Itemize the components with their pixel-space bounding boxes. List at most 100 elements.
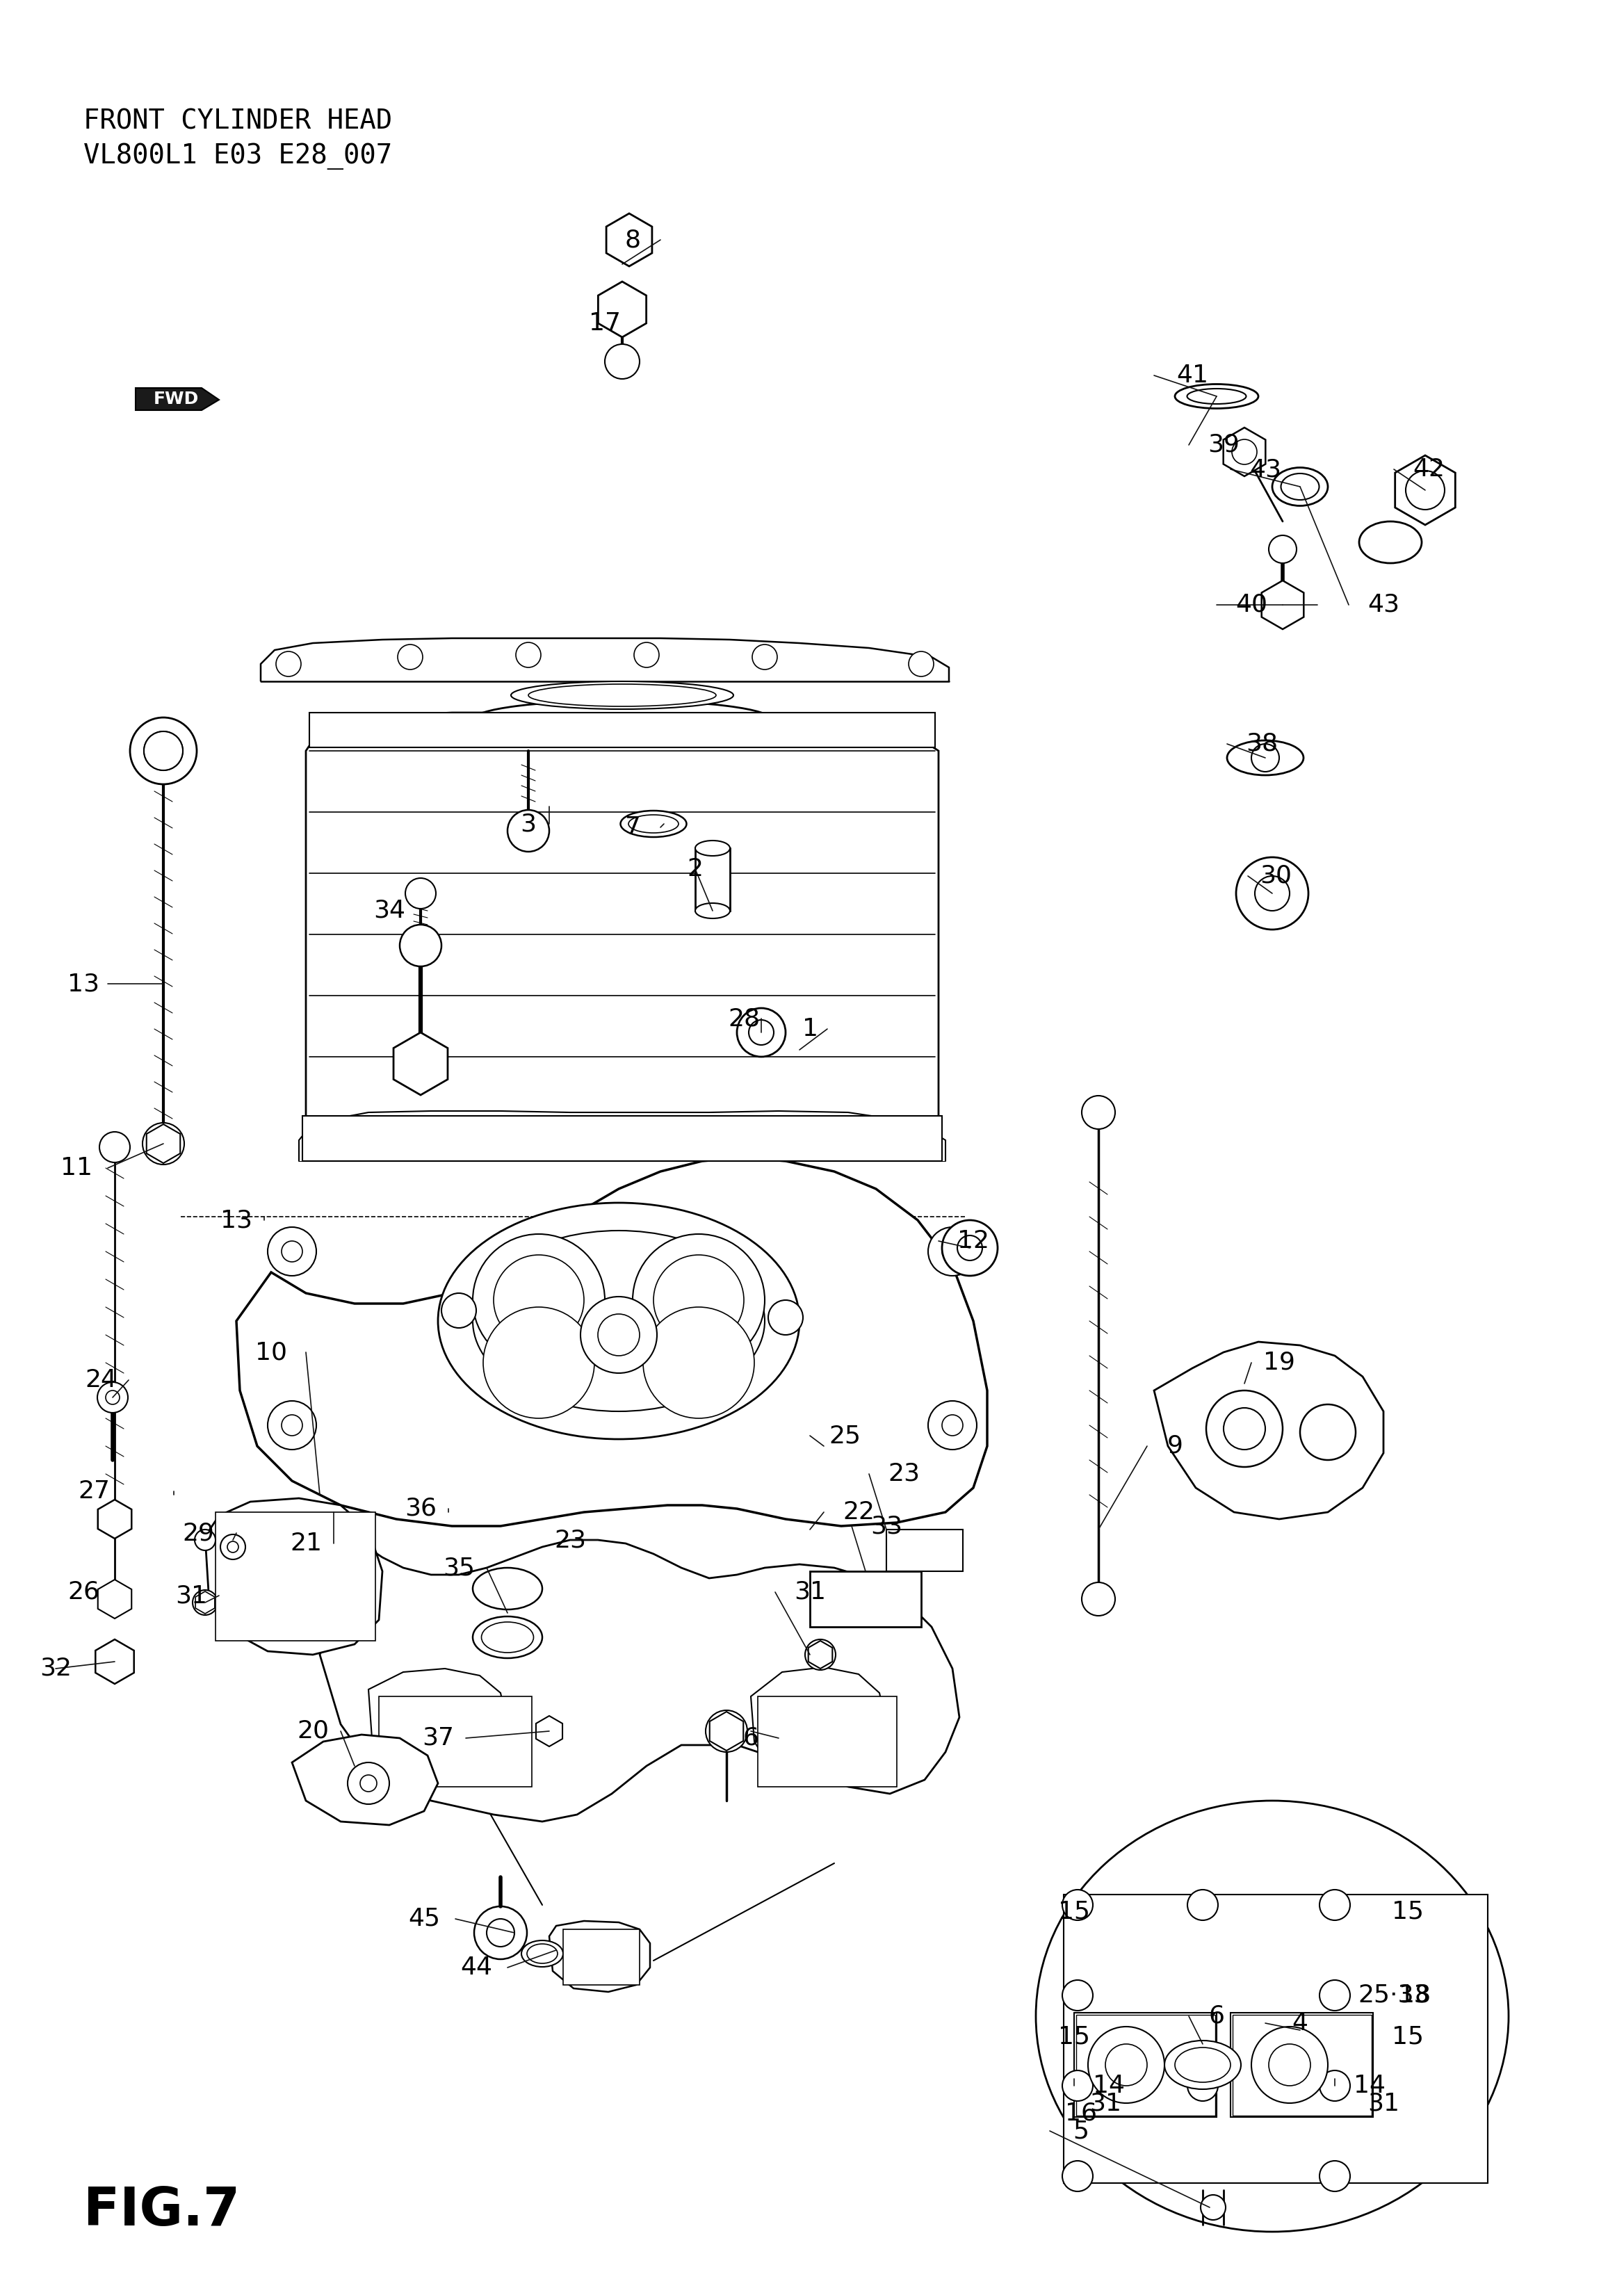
Polygon shape: [549, 1921, 650, 1992]
Circle shape: [143, 1122, 184, 1164]
Circle shape: [406, 879, 435, 909]
Circle shape: [494, 1255, 585, 1345]
Text: 17: 17: [590, 312, 620, 335]
Circle shape: [1319, 2070, 1350, 2100]
Text: 6: 6: [742, 1726, 758, 1749]
Circle shape: [909, 652, 934, 677]
Text: 33: 33: [870, 1515, 903, 1538]
Circle shape: [195, 1528, 216, 1551]
Circle shape: [516, 643, 541, 668]
Text: 24: 24: [84, 1368, 117, 1391]
Polygon shape: [598, 282, 646, 337]
Ellipse shape: [1174, 2047, 1231, 2082]
Polygon shape: [393, 1033, 448, 1095]
Bar: [216, 1512, 375, 1641]
Circle shape: [400, 925, 442, 966]
Text: 41: 41: [1176, 363, 1208, 388]
Text: 31: 31: [1367, 2091, 1400, 2116]
Circle shape: [1301, 1405, 1356, 1460]
Ellipse shape: [1164, 2040, 1241, 2088]
Polygon shape: [710, 1712, 744, 1751]
Text: 15: 15: [1059, 1900, 1090, 1923]
Ellipse shape: [487, 721, 758, 748]
Text: 12: 12: [957, 1230, 989, 1253]
Text: 7: 7: [625, 815, 640, 840]
Circle shape: [580, 1297, 658, 1372]
Text: 31: 31: [175, 1584, 208, 1606]
Ellipse shape: [473, 1616, 542, 1659]
Circle shape: [633, 643, 659, 668]
Text: 6: 6: [1208, 2004, 1224, 2029]
Circle shape: [1236, 858, 1309, 929]
Polygon shape: [750, 1666, 887, 1783]
Circle shape: [1062, 2070, 1093, 2100]
Bar: [1233, 2015, 1372, 2116]
Ellipse shape: [528, 684, 716, 707]
Ellipse shape: [695, 904, 729, 918]
Bar: [309, 714, 935, 748]
Circle shape: [1187, 1889, 1218, 1921]
Circle shape: [484, 1308, 594, 1418]
Text: 25·33: 25·33: [1358, 1983, 1429, 2008]
Text: 26: 26: [68, 1581, 99, 1604]
Text: 31: 31: [1090, 2091, 1121, 2116]
Text: 39: 39: [1208, 434, 1239, 457]
Circle shape: [1187, 2070, 1218, 2100]
Circle shape: [598, 1315, 640, 1356]
Ellipse shape: [481, 1623, 534, 1652]
Ellipse shape: [1187, 388, 1246, 404]
Circle shape: [442, 1292, 476, 1329]
Text: 14: 14: [1353, 2075, 1385, 2098]
Text: 22: 22: [843, 1501, 875, 1524]
Text: 36: 36: [404, 1496, 437, 1522]
Circle shape: [1406, 470, 1445, 509]
Text: 14: 14: [1093, 2075, 1125, 2098]
Circle shape: [942, 1242, 963, 1262]
Text: FIG.7: FIG.7: [83, 2185, 240, 2238]
Bar: [1073, 2013, 1216, 2116]
Circle shape: [473, 1235, 604, 1366]
Polygon shape: [369, 1668, 507, 1781]
Circle shape: [106, 1391, 120, 1405]
Circle shape: [1233, 438, 1257, 464]
Circle shape: [1088, 2026, 1164, 2102]
Polygon shape: [135, 388, 219, 411]
Ellipse shape: [473, 1230, 765, 1411]
Circle shape: [507, 810, 549, 851]
Ellipse shape: [620, 810, 687, 838]
Circle shape: [737, 1008, 786, 1056]
Text: 30: 30: [1260, 865, 1291, 888]
Polygon shape: [1223, 427, 1265, 477]
Circle shape: [145, 732, 184, 771]
Text: 27: 27: [78, 1480, 110, 1503]
Circle shape: [268, 1228, 317, 1276]
Polygon shape: [320, 1540, 960, 1822]
Text: 28: 28: [728, 1008, 760, 1030]
Text: 15: 15: [1059, 2024, 1090, 2049]
Circle shape: [643, 1308, 754, 1418]
Circle shape: [633, 1235, 765, 1366]
Ellipse shape: [526, 1944, 557, 1962]
Circle shape: [145, 732, 184, 771]
Circle shape: [1082, 1581, 1116, 1616]
Circle shape: [281, 1414, 302, 1437]
Text: 8: 8: [625, 227, 641, 252]
Circle shape: [1082, 1095, 1116, 1129]
Ellipse shape: [521, 1942, 564, 1967]
Circle shape: [97, 1382, 128, 1414]
Bar: [758, 1696, 896, 1788]
Text: 34: 34: [374, 900, 406, 923]
Circle shape: [1062, 1981, 1093, 2010]
Circle shape: [1252, 2026, 1328, 2102]
Polygon shape: [606, 213, 653, 266]
Text: 37: 37: [422, 1726, 455, 1749]
Ellipse shape: [1228, 741, 1304, 776]
Circle shape: [276, 652, 300, 677]
Circle shape: [1207, 1391, 1283, 1467]
Circle shape: [99, 1131, 130, 1164]
Circle shape: [193, 1590, 218, 1616]
Polygon shape: [1395, 454, 1455, 526]
Bar: [564, 1930, 640, 1985]
Bar: [1077, 2015, 1215, 2116]
Text: 31: 31: [794, 1581, 827, 1604]
